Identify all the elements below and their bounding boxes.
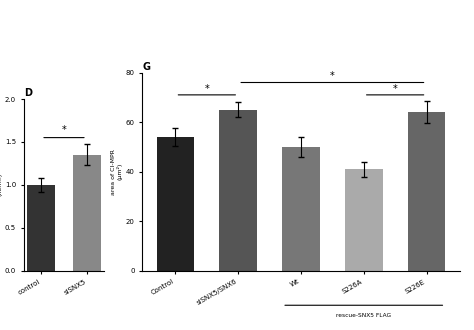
Bar <box>345 169 383 271</box>
Bar <box>156 137 194 271</box>
Text: rescue-SNX5 FLAG: rescue-SNX5 FLAG <box>336 313 392 318</box>
Text: *: * <box>393 83 398 94</box>
Text: *: * <box>62 125 66 135</box>
Text: G: G <box>142 62 150 72</box>
Bar <box>73 155 100 271</box>
Y-axis label: area of CI-MPR
(μm²): area of CI-MPR (μm²) <box>111 148 123 195</box>
Bar <box>282 147 320 271</box>
Text: *: * <box>204 83 209 94</box>
Bar <box>219 110 257 271</box>
Bar <box>27 185 55 271</box>
Text: D: D <box>24 88 32 98</box>
Y-axis label: CI-MPR
co-localization
(norm.): CI-MPR co-localization (norm.) <box>0 162 2 208</box>
Text: *: * <box>330 71 335 81</box>
Bar <box>408 112 446 271</box>
